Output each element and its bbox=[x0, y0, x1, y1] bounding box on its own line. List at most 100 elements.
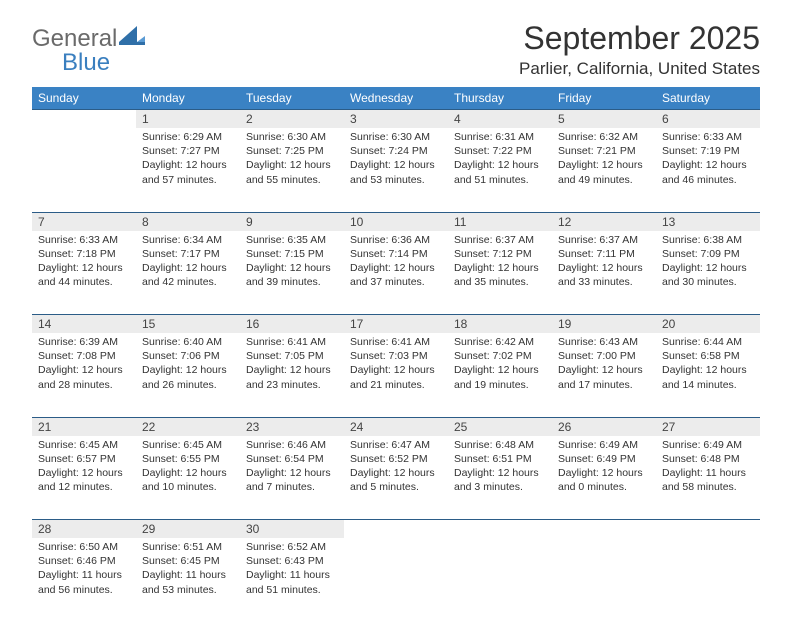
day-number-cell: 9 bbox=[240, 212, 344, 231]
day-header: Thursday bbox=[448, 87, 552, 110]
daylight-text: Daylight: 12 hours and 21 minutes. bbox=[350, 363, 442, 391]
day-data-cell: Sunrise: 6:32 AMSunset: 7:21 PMDaylight:… bbox=[552, 128, 656, 212]
logo-text-general: General bbox=[32, 27, 117, 51]
day-header: Sunday bbox=[32, 87, 136, 110]
daylight-text: Daylight: 12 hours and 49 minutes. bbox=[558, 158, 650, 186]
location-text: Parlier, California, United States bbox=[519, 59, 760, 79]
sunset-text: Sunset: 6:46 PM bbox=[38, 554, 130, 568]
daylight-text: Daylight: 12 hours and 37 minutes. bbox=[350, 261, 442, 289]
day-number-cell: 11 bbox=[448, 212, 552, 231]
day-number-cell: 18 bbox=[448, 315, 552, 334]
day-number-cell bbox=[448, 520, 552, 539]
daylight-text: Daylight: 12 hours and 7 minutes. bbox=[246, 466, 338, 494]
day-data-cell bbox=[344, 538, 448, 622]
sunset-text: Sunset: 7:12 PM bbox=[454, 247, 546, 261]
day-number-cell: 5 bbox=[552, 110, 656, 129]
sunrise-text: Sunrise: 6:31 AM bbox=[454, 130, 546, 144]
sunrise-text: Sunrise: 6:32 AM bbox=[558, 130, 650, 144]
sunset-text: Sunset: 6:58 PM bbox=[662, 349, 754, 363]
day-number-row: 78910111213 bbox=[32, 212, 760, 231]
daylight-text: Daylight: 12 hours and 46 minutes. bbox=[662, 158, 754, 186]
day-data-cell: Sunrise: 6:48 AMSunset: 6:51 PMDaylight:… bbox=[448, 436, 552, 520]
day-number-cell: 25 bbox=[448, 417, 552, 436]
day-data-cell: Sunrise: 6:41 AMSunset: 7:03 PMDaylight:… bbox=[344, 333, 448, 417]
sunrise-text: Sunrise: 6:44 AM bbox=[662, 335, 754, 349]
day-number-cell bbox=[344, 520, 448, 539]
daylight-text: Daylight: 12 hours and 23 minutes. bbox=[246, 363, 338, 391]
daylight-text: Daylight: 12 hours and 26 minutes. bbox=[142, 363, 234, 391]
day-number-cell: 1 bbox=[136, 110, 240, 129]
page-header: General Blue September 2025 Parlier, Cal… bbox=[32, 20, 760, 79]
sunrise-text: Sunrise: 6:29 AM bbox=[142, 130, 234, 144]
sunrise-text: Sunrise: 6:52 AM bbox=[246, 540, 338, 554]
day-number-cell: 8 bbox=[136, 212, 240, 231]
day-data-cell: Sunrise: 6:33 AMSunset: 7:19 PMDaylight:… bbox=[656, 128, 760, 212]
title-block: September 2025 Parlier, California, Unit… bbox=[519, 20, 760, 79]
daylight-text: Daylight: 12 hours and 51 minutes. bbox=[454, 158, 546, 186]
day-number-cell: 12 bbox=[552, 212, 656, 231]
day-number-cell: 19 bbox=[552, 315, 656, 334]
day-number-cell: 24 bbox=[344, 417, 448, 436]
day-data-cell: Sunrise: 6:34 AMSunset: 7:17 PMDaylight:… bbox=[136, 231, 240, 315]
day-data-cell: Sunrise: 6:37 AMSunset: 7:11 PMDaylight:… bbox=[552, 231, 656, 315]
sunrise-text: Sunrise: 6:39 AM bbox=[38, 335, 130, 349]
sunset-text: Sunset: 7:09 PM bbox=[662, 247, 754, 261]
daylight-text: Daylight: 12 hours and 28 minutes. bbox=[38, 363, 130, 391]
day-data-cell: Sunrise: 6:42 AMSunset: 7:02 PMDaylight:… bbox=[448, 333, 552, 417]
day-data-cell: Sunrise: 6:46 AMSunset: 6:54 PMDaylight:… bbox=[240, 436, 344, 520]
sunrise-text: Sunrise: 6:45 AM bbox=[38, 438, 130, 452]
day-data-cell bbox=[552, 538, 656, 622]
day-data-cell: Sunrise: 6:37 AMSunset: 7:12 PMDaylight:… bbox=[448, 231, 552, 315]
sunset-text: Sunset: 7:06 PM bbox=[142, 349, 234, 363]
sunrise-text: Sunrise: 6:33 AM bbox=[662, 130, 754, 144]
day-data-row: Sunrise: 6:50 AMSunset: 6:46 PMDaylight:… bbox=[32, 538, 760, 622]
day-data-cell: Sunrise: 6:36 AMSunset: 7:14 PMDaylight:… bbox=[344, 231, 448, 315]
day-number-cell: 10 bbox=[344, 212, 448, 231]
day-number-cell: 7 bbox=[32, 212, 136, 231]
day-data-cell: Sunrise: 6:33 AMSunset: 7:18 PMDaylight:… bbox=[32, 231, 136, 315]
day-data-cell: Sunrise: 6:52 AMSunset: 6:43 PMDaylight:… bbox=[240, 538, 344, 622]
day-number-cell: 15 bbox=[136, 315, 240, 334]
day-data-row: Sunrise: 6:39 AMSunset: 7:08 PMDaylight:… bbox=[32, 333, 760, 417]
sunrise-text: Sunrise: 6:42 AM bbox=[454, 335, 546, 349]
sunset-text: Sunset: 7:02 PM bbox=[454, 349, 546, 363]
daylight-text: Daylight: 12 hours and 55 minutes. bbox=[246, 158, 338, 186]
sunset-text: Sunset: 6:55 PM bbox=[142, 452, 234, 466]
sunset-text: Sunset: 7:14 PM bbox=[350, 247, 442, 261]
day-number-cell: 30 bbox=[240, 520, 344, 539]
day-data-row: Sunrise: 6:45 AMSunset: 6:57 PMDaylight:… bbox=[32, 436, 760, 520]
daylight-text: Daylight: 12 hours and 17 minutes. bbox=[558, 363, 650, 391]
day-data-cell: Sunrise: 6:51 AMSunset: 6:45 PMDaylight:… bbox=[136, 538, 240, 622]
sunrise-text: Sunrise: 6:41 AM bbox=[246, 335, 338, 349]
day-number-cell: 26 bbox=[552, 417, 656, 436]
sunrise-text: Sunrise: 6:33 AM bbox=[38, 233, 130, 247]
day-number-cell: 29 bbox=[136, 520, 240, 539]
daylight-text: Daylight: 12 hours and 0 minutes. bbox=[558, 466, 650, 494]
day-data-cell: Sunrise: 6:49 AMSunset: 6:49 PMDaylight:… bbox=[552, 436, 656, 520]
sunset-text: Sunset: 7:17 PM bbox=[142, 247, 234, 261]
sunset-text: Sunset: 7:15 PM bbox=[246, 247, 338, 261]
day-number-cell: 4 bbox=[448, 110, 552, 129]
day-number-row: 282930 bbox=[32, 520, 760, 539]
sunrise-text: Sunrise: 6:48 AM bbox=[454, 438, 546, 452]
calendar-table: Sunday Monday Tuesday Wednesday Thursday… bbox=[32, 87, 760, 622]
sunrise-text: Sunrise: 6:38 AM bbox=[662, 233, 754, 247]
sunset-text: Sunset: 7:19 PM bbox=[662, 144, 754, 158]
daylight-text: Daylight: 12 hours and 10 minutes. bbox=[142, 466, 234, 494]
day-data-cell: Sunrise: 6:49 AMSunset: 6:48 PMDaylight:… bbox=[656, 436, 760, 520]
sunset-text: Sunset: 7:03 PM bbox=[350, 349, 442, 363]
logo-sail-icon bbox=[119, 26, 145, 51]
day-data-cell: Sunrise: 6:45 AMSunset: 6:55 PMDaylight:… bbox=[136, 436, 240, 520]
daylight-text: Daylight: 11 hours and 51 minutes. bbox=[246, 568, 338, 596]
sunrise-text: Sunrise: 6:40 AM bbox=[142, 335, 234, 349]
day-data-cell: Sunrise: 6:35 AMSunset: 7:15 PMDaylight:… bbox=[240, 231, 344, 315]
day-number-cell: 3 bbox=[344, 110, 448, 129]
sunrise-text: Sunrise: 6:34 AM bbox=[142, 233, 234, 247]
sunrise-text: Sunrise: 6:37 AM bbox=[558, 233, 650, 247]
day-number-cell: 16 bbox=[240, 315, 344, 334]
day-number-cell: 23 bbox=[240, 417, 344, 436]
day-number-cell: 2 bbox=[240, 110, 344, 129]
sunset-text: Sunset: 7:24 PM bbox=[350, 144, 442, 158]
sunrise-text: Sunrise: 6:51 AM bbox=[142, 540, 234, 554]
sunset-text: Sunset: 7:05 PM bbox=[246, 349, 338, 363]
